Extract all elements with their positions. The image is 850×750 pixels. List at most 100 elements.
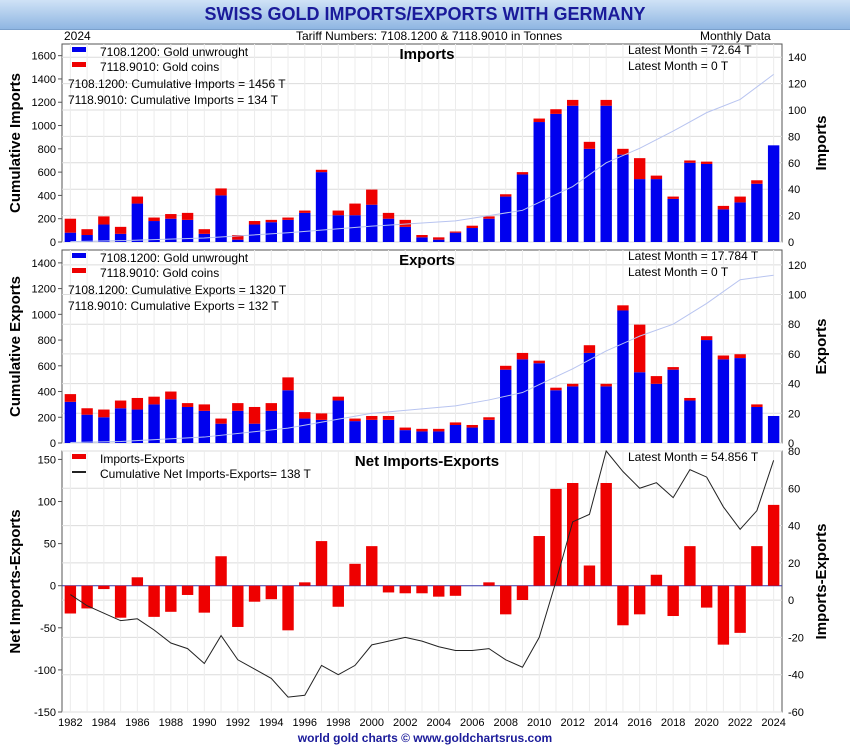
panel3-x-tick-label: 2004 — [427, 717, 451, 729]
panel1-note-cumulative-coins: 7118.9010: Cumulative Imports = 134 T — [68, 93, 279, 107]
panel3-bar-net — [633, 585, 646, 615]
panel1-left-tick-label: 200 — [38, 214, 56, 226]
panel3-bar-net — [583, 565, 596, 586]
panel1-bar-unwrought — [466, 228, 478, 242]
panel3-bar-net — [399, 585, 411, 594]
panel3-bar-net — [366, 546, 378, 586]
panel3-x-tick-label: 2010 — [527, 717, 551, 729]
panel1-legend-unwrought: 7108.1200: Gold unwrought — [100, 45, 249, 59]
panel3-legend-net: Imports-Exports — [100, 452, 185, 466]
panel2-bar-unwrought — [449, 424, 462, 443]
panel3-x-tick-label: 2012 — [560, 717, 584, 729]
panel3-right-tick-label: -20 — [788, 632, 804, 644]
panel1-bar-unwrought — [449, 232, 462, 242]
panel2-left-tick-label: 600 — [38, 361, 56, 373]
panel3-right-axis-title: Imports-Exports — [813, 524, 830, 640]
panel3-x-tick-label: 1988 — [159, 717, 183, 729]
panel2-bar-coins — [433, 428, 445, 432]
panel1-left-tick-label: 600 — [38, 167, 56, 179]
panel1-bar-coins — [315, 169, 328, 173]
panel2-bar-unwrought — [650, 383, 663, 443]
panel2-bar-coins — [583, 345, 596, 353]
panel1-bar-unwrought — [483, 218, 495, 242]
panel1-bar-unwrought — [399, 226, 411, 242]
panel1-bar-coins — [533, 118, 545, 123]
panel2-bar-coins — [650, 376, 663, 384]
panel2-bar-coins — [600, 383, 612, 387]
panel3-bar-net — [567, 482, 579, 586]
year-label: 2024 — [64, 29, 91, 43]
panel1-bar-coins — [299, 210, 311, 213]
panel1-note-cumulative-unwrought: 7108.1200: Cumulative Imports = 1456 T — [68, 77, 286, 91]
panel2-bar-unwrought — [433, 431, 445, 443]
panel2-bar-coins — [366, 415, 378, 420]
panel3-bar-net — [734, 585, 746, 633]
panel2-right-tick-label: 60 — [788, 349, 800, 361]
panel1-bar-unwrought — [349, 215, 361, 242]
panel2-bar-unwrought — [416, 431, 428, 443]
panel1-bar-unwrought — [315, 172, 328, 242]
panel1-bar-unwrought — [382, 218, 395, 242]
panel2-bar-coins — [248, 406, 261, 424]
panel3-x-tick-label: 1982 — [58, 717, 82, 729]
panel1-bar-coins — [583, 141, 596, 149]
panel1-bar-coins — [567, 99, 579, 106]
panel1-bar-coins — [64, 218, 77, 233]
panel1-note-latest-unwrought: Latest Month = 72.64 T — [628, 43, 752, 57]
panel2-bar-coins — [349, 418, 361, 422]
panel2-bar-coins — [399, 427, 411, 431]
panel2-bar-unwrought — [633, 372, 646, 443]
panel1-bar-unwrought — [98, 224, 110, 242]
panel3-x-tick-label: 1998 — [326, 717, 350, 729]
panel2-bar-unwrought — [165, 399, 177, 443]
panel3-bar-net — [131, 577, 144, 586]
panel2-bar-unwrought — [148, 404, 160, 443]
panel1-bar-unwrought — [265, 222, 277, 242]
panel1-bar-coins — [81, 229, 93, 236]
panel2-bar-unwrought — [366, 419, 378, 443]
panel2-title: Exports — [399, 252, 455, 269]
title-banner: SWISS GOLD IMPORTS/EXPORTS WITH GERMANY — [0, 0, 850, 30]
panel1-bar-unwrought — [181, 219, 194, 242]
panel3-note-latest: Latest Month = 54.856 T — [628, 450, 759, 464]
panel3-bar-net — [315, 541, 328, 586]
panel2-bar-unwrought — [734, 358, 746, 443]
panel1-bar-coins — [366, 189, 378, 205]
panel2-bar-unwrought — [198, 410, 211, 443]
panel2-bar-coins — [114, 400, 127, 409]
panel1-bar-unwrought — [81, 235, 93, 242]
panel2-note-cumulative-unwrought: 7108.1200: Cumulative Exports = 1320 T — [68, 283, 287, 297]
panel3-left-tick-label: 150 — [38, 454, 56, 466]
panel3-left-tick-label: -150 — [34, 707, 56, 719]
panel1-right-tick-label: 140 — [788, 52, 806, 64]
panel3-bar-net — [600, 482, 612, 586]
panel3-bar-net — [64, 585, 77, 614]
panel2-bar-coins — [684, 397, 696, 401]
panel3-left-tick-label: 100 — [38, 497, 56, 509]
frequency-label: Monthly Data — [700, 29, 771, 43]
panel1-right-tick-label: 0 — [788, 237, 794, 249]
panel1-bar-coins — [98, 216, 110, 225]
panel2-bar-coins — [516, 352, 529, 360]
panel3-bar-net — [650, 574, 663, 586]
panel1-bar-unwrought — [148, 221, 160, 242]
panel3-bar-net — [265, 585, 277, 600]
panel2-bar-coins — [148, 396, 160, 405]
panel1-title: Imports — [399, 46, 454, 63]
panel1-bar-coins — [332, 210, 344, 216]
panel2-bar-coins — [700, 336, 713, 341]
panel3-x-tick-label: 2018 — [661, 717, 685, 729]
panel1-bar-coins — [734, 196, 746, 203]
panel3-bar-net — [516, 585, 529, 601]
panel2-bar-unwrought — [131, 409, 144, 443]
panel1-right-tick-label: 100 — [788, 105, 806, 117]
panel1-bar-unwrought — [248, 224, 261, 242]
panel1-bar-unwrought — [751, 183, 763, 242]
panel1-bar-coins — [232, 235, 244, 240]
panel1-bar-coins — [382, 212, 395, 219]
panel2-bar-unwrought — [717, 359, 730, 443]
panel2-bar-unwrought — [516, 359, 529, 443]
panel3-bar-net — [751, 546, 763, 586]
panel2-bar-unwrought — [767, 415, 780, 443]
tariff-label: Tariff Numbers: 7108.1200 & 7118.9010 in… — [296, 29, 563, 43]
